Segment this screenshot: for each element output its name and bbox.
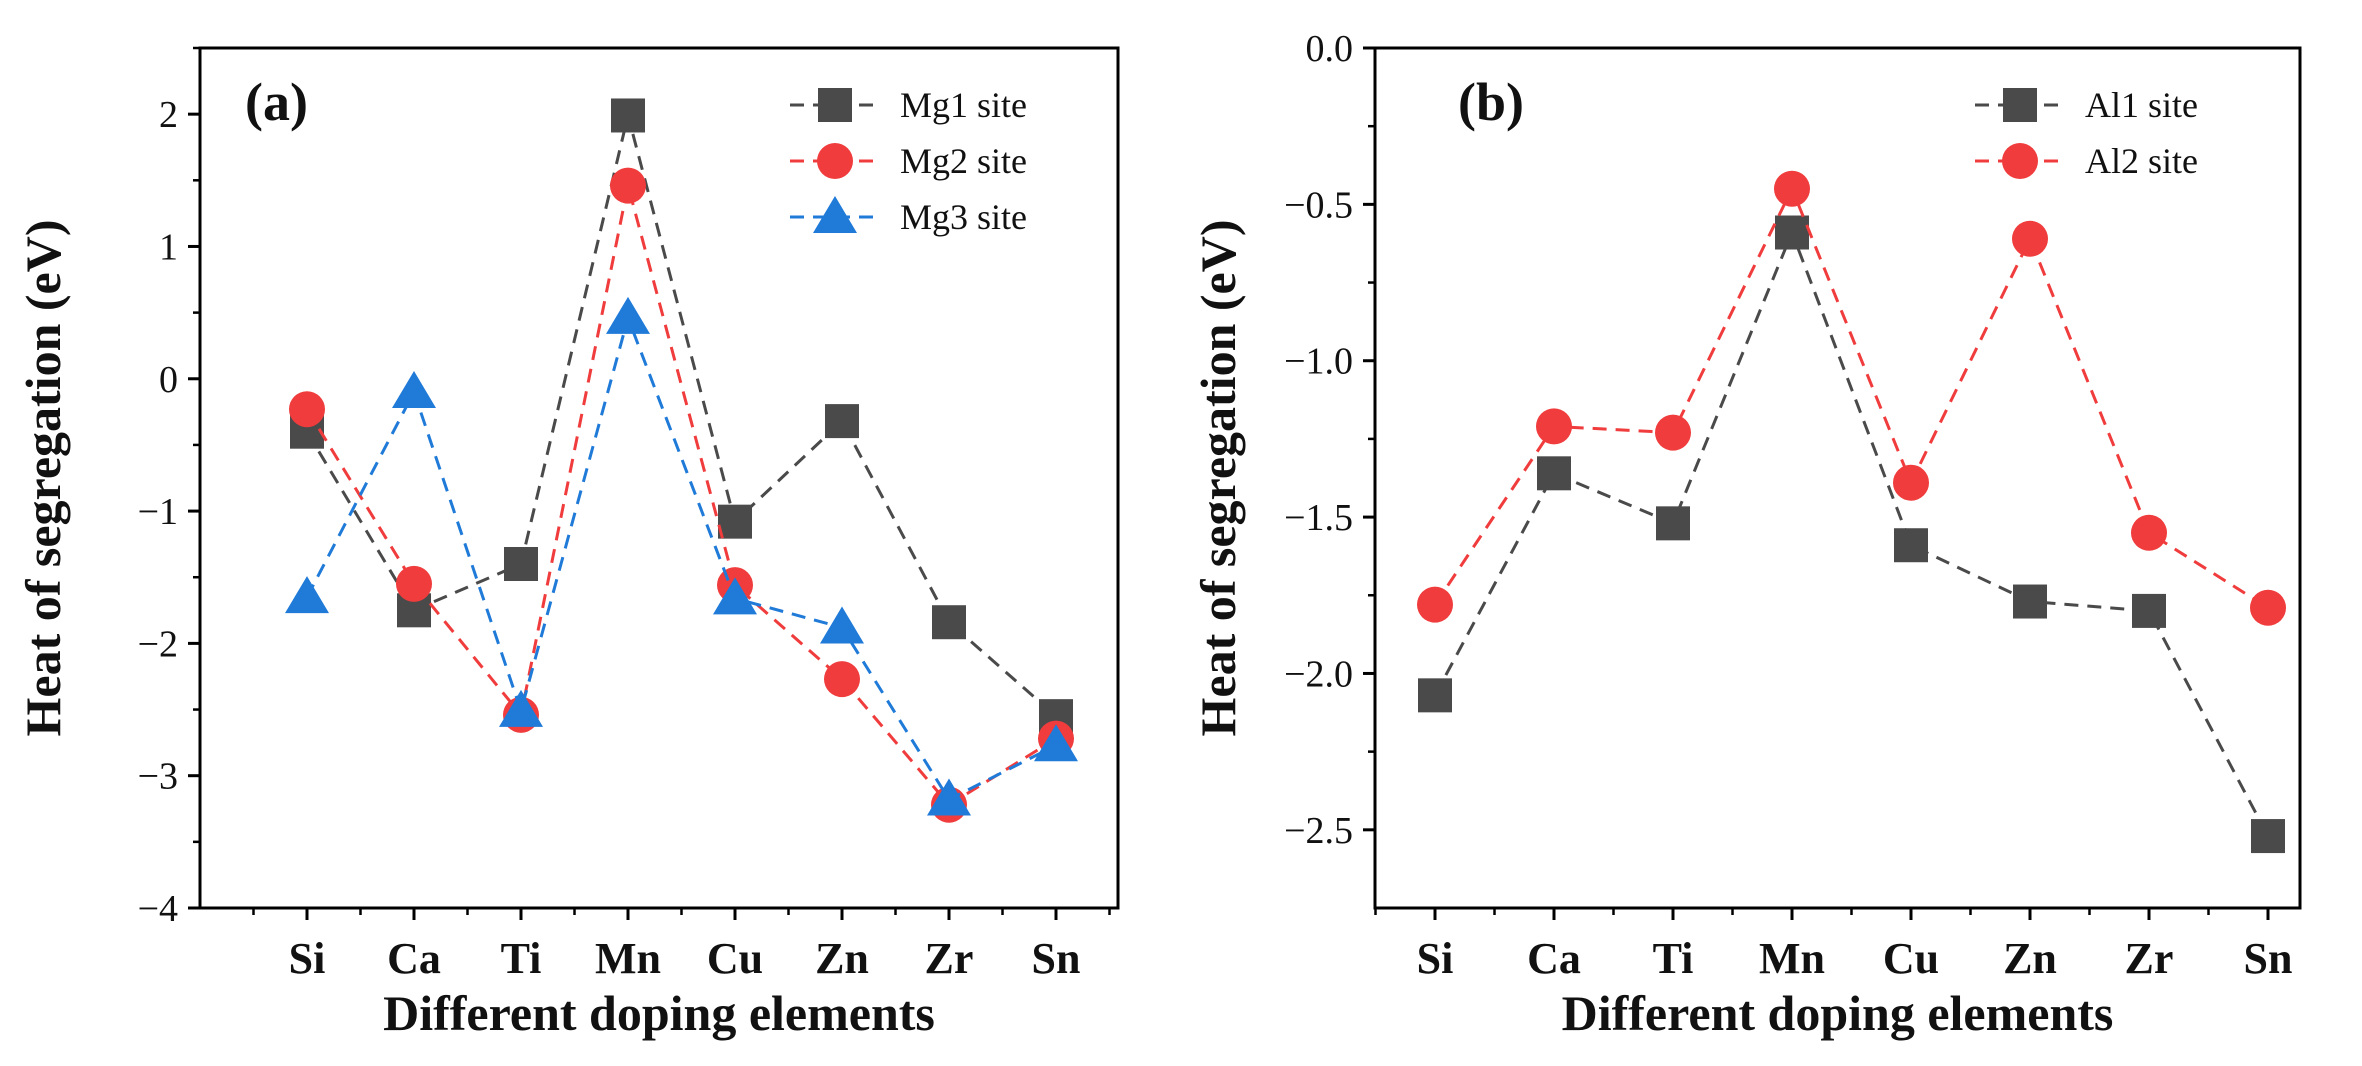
data-point [611, 98, 645, 133]
x-tick-label: Zn [2003, 934, 2057, 983]
data-point [718, 504, 752, 539]
legend-label: Al1 site [2085, 85, 2198, 125]
data-point [713, 577, 757, 615]
series-mg3-site [285, 296, 1078, 816]
x-tick-label: Zn [815, 934, 869, 983]
data-point [289, 391, 325, 428]
data-point [1537, 456, 1571, 491]
legend-entry: Al1 site [1975, 85, 2198, 125]
x-tick-label: Ca [387, 934, 441, 983]
y-tick-label: −3 [138, 756, 178, 798]
data-point [2131, 514, 2167, 551]
series-line [305, 313, 1057, 802]
y-tick-label: −2.0 [1284, 653, 1353, 695]
series-line [305, 185, 1057, 807]
panel-b: −2.5 −2.0 −1.5 −1.0 −0.5 0.0 Si Ca Ti Mn Cu Zn Zr Sn D… [1190, 28, 2302, 1041]
legend-label: Al2 site [2085, 141, 2198, 181]
data-point [2251, 819, 2285, 854]
data-point [2132, 593, 2166, 628]
y-tick-label: −0.5 [1284, 184, 1353, 226]
y-tick-label: −4 [138, 888, 178, 930]
x-tick-label: Ti [1653, 934, 1694, 983]
x-tick-label: Cu [707, 934, 763, 983]
data-point [1893, 464, 1929, 501]
data-point [610, 167, 646, 204]
y-tick-label: −2 [138, 623, 178, 665]
legend-entry: Mg1 site [790, 85, 1027, 125]
series-line [1433, 185, 2269, 610]
y-tick-label: −1.5 [1284, 497, 1353, 539]
data-point [1655, 414, 1691, 451]
data-point [927, 778, 971, 816]
data-point [396, 565, 432, 602]
legend-entry: Al2 site [1975, 141, 2198, 181]
data-point [2012, 220, 2048, 257]
legend-marker [817, 143, 853, 179]
data-point [1656, 506, 1690, 541]
legend-marker [818, 88, 852, 122]
x-tick-label: Ca [1527, 934, 1581, 983]
plot-frame [1373, 46, 2302, 910]
data-point [824, 661, 860, 698]
x-tick-label: Zr [2125, 934, 2174, 983]
data-point [1536, 408, 1572, 445]
y-tick-label: 0.0 [1306, 28, 1354, 70]
y-axis-title: Heat of segregation (eV) [15, 220, 71, 737]
series-line [1433, 228, 2270, 837]
legend-label: Mg1 site [900, 85, 1027, 125]
series-al2-site [1417, 170, 2286, 626]
y-tick-label: 0 [159, 359, 178, 401]
data-point [820, 606, 864, 644]
x-tick-label: Cu [1883, 934, 1939, 983]
y-tick-label: −2.5 [1284, 810, 1353, 852]
legend-label: Mg2 site [900, 141, 1027, 181]
series-mg2-site [289, 167, 1074, 823]
y-axis-title: Heat of segregation (eV) [1190, 220, 1246, 737]
y-tick-label: 1 [159, 226, 178, 268]
series-al1-site [1418, 215, 2285, 854]
panel-label: (a) [245, 72, 308, 132]
data-point [2250, 589, 2286, 626]
x-tick-label: Mn [595, 934, 661, 983]
x-tick-label: Sn [1032, 934, 1081, 983]
data-point [1418, 678, 1452, 713]
legend-entry: Mg3 site [790, 196, 1027, 237]
data-point [392, 371, 436, 408]
data-point [1775, 215, 1809, 250]
series-line [305, 115, 1057, 718]
x-tick-label: Ti [501, 934, 542, 983]
x-axis-title: Different doping elements [1562, 985, 2114, 1041]
x-tick-label: Si [289, 934, 326, 983]
data-point [825, 404, 859, 439]
x-axis-title: Different doping elements [383, 985, 935, 1041]
data-point [1417, 586, 1453, 623]
legend-marker [2002, 143, 2038, 179]
panel-a: −4 −3 −2 −1 0 1 2 Si Ca Ti Mn Cu Zn Zr Sn Different dop… [15, 46, 1120, 1041]
data-point [1034, 724, 1078, 762]
data-point [932, 605, 966, 640]
x-tick-label: Zr [925, 934, 974, 983]
x-tick-label: Si [1417, 934, 1454, 983]
y-tick-label: −1 [138, 491, 178, 533]
y-tick-label: 2 [159, 94, 178, 136]
plot-frame [198, 46, 1120, 910]
x-tick-label: Mn [1759, 934, 1825, 983]
legend-label: Mg3 site [900, 197, 1027, 237]
data-point [2013, 584, 2047, 619]
data-point [504, 547, 538, 581]
data-point [499, 689, 543, 727]
data-point [1894, 528, 1928, 563]
legend-marker [813, 196, 857, 233]
panel-label: (b) [1458, 72, 1524, 132]
series-mg1-site [290, 98, 1073, 734]
x-tick-label: Sn [2244, 934, 2293, 983]
data-point [606, 296, 650, 334]
data-point [1774, 170, 1810, 207]
y-tick-label: −1.0 [1284, 341, 1353, 383]
legend-entry: Mg2 site [790, 141, 1027, 181]
data-point [285, 576, 329, 614]
legend-marker [2003, 88, 2037, 122]
